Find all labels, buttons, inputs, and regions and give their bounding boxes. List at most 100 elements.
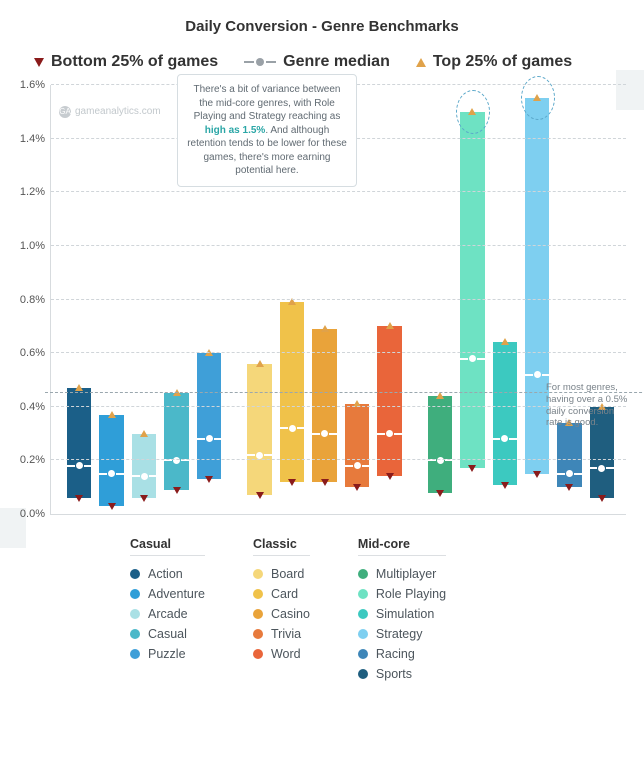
bottom-marker-icon bbox=[173, 487, 181, 494]
median-marker bbox=[588, 465, 616, 472]
legend-item: Puzzle bbox=[130, 644, 205, 664]
chart-plot-area: 0.0%0.2%0.4%0.6%0.8%1.0%1.2%1.4%1.6%For … bbox=[50, 85, 626, 515]
legend-median: Genre median bbox=[244, 53, 390, 71]
median-marker bbox=[162, 457, 190, 464]
bottom-marker-icon bbox=[205, 476, 213, 483]
y-tick-label: 1.6% bbox=[7, 79, 45, 91]
bar-racing bbox=[555, 85, 583, 514]
median-marker bbox=[343, 462, 371, 469]
legend-item-label: Trivia bbox=[271, 627, 301, 641]
top-marker-icon bbox=[386, 322, 394, 329]
legend-item: Word bbox=[253, 644, 310, 664]
legend-item: Strategy bbox=[358, 624, 446, 644]
top-marker-icon bbox=[140, 430, 148, 437]
bar-multiplayer bbox=[426, 85, 454, 514]
legend-column: Casual Action Adventure Arcade Casual Puzzle bbox=[130, 537, 205, 684]
top-marker-icon bbox=[501, 338, 509, 345]
legend-item-label: Casual bbox=[148, 627, 187, 641]
legend-item: Board bbox=[253, 564, 310, 584]
legend-item-label: Racing bbox=[376, 647, 415, 661]
legend-item: Arcade bbox=[130, 604, 205, 624]
bottom-marker-icon bbox=[468, 465, 476, 472]
legend-group-title: Casual bbox=[130, 537, 205, 556]
bottom-marker-icon bbox=[501, 482, 509, 489]
legend-bottom-quartile: Bottom 25% of games bbox=[34, 53, 218, 71]
swatch-icon bbox=[358, 609, 368, 619]
bottom-marker-icon bbox=[565, 484, 573, 491]
swatch-icon bbox=[358, 649, 368, 659]
legend-column: ClassicBoardCardCasinoTriviaWord bbox=[253, 537, 310, 684]
gridline bbox=[51, 459, 626, 460]
legend-group-title: Mid-core bbox=[358, 537, 446, 556]
range-bar bbox=[67, 388, 91, 498]
swatch-icon bbox=[358, 589, 368, 599]
range-bar bbox=[428, 396, 452, 493]
swatch-icon bbox=[358, 669, 368, 679]
swatch-icon bbox=[130, 569, 140, 579]
median-marker bbox=[555, 470, 583, 477]
swatch-icon bbox=[130, 649, 140, 659]
legend-item-label: Role Playing bbox=[376, 587, 446, 601]
range-bar bbox=[493, 342, 517, 484]
bar-group bbox=[426, 85, 616, 514]
range-bar bbox=[377, 326, 401, 476]
median-marker bbox=[458, 355, 486, 362]
bottom-marker-icon bbox=[353, 484, 361, 491]
gridline bbox=[51, 191, 626, 192]
legend-item-label: Card bbox=[271, 587, 298, 601]
triangle-up-icon bbox=[416, 58, 426, 67]
median-marker bbox=[130, 473, 158, 480]
legend-item: Role Playing bbox=[358, 584, 446, 604]
swatch-icon bbox=[130, 589, 140, 599]
bottom-marker-icon bbox=[256, 492, 264, 499]
median-marker bbox=[97, 470, 125, 477]
bottom-marker-icon bbox=[598, 495, 606, 502]
legend-item-label: Action bbox=[148, 567, 183, 581]
top-marker-icon bbox=[321, 325, 329, 332]
bar-strategy bbox=[523, 85, 551, 514]
callout-box: There's a bit of variance between the mi… bbox=[177, 74, 357, 187]
swatch-icon bbox=[253, 629, 263, 639]
median-marker bbox=[278, 425, 306, 432]
legend-item-label: Puzzle bbox=[148, 647, 186, 661]
legend-item: Multiplayer bbox=[358, 564, 446, 584]
bottom-marker-icon bbox=[108, 503, 116, 510]
swatch-icon bbox=[253, 609, 263, 619]
legend-label: Bottom 25% of games bbox=[51, 53, 218, 71]
legend-item-label: Sports bbox=[376, 667, 412, 681]
range-bar bbox=[99, 415, 123, 506]
bottom-marker-icon bbox=[75, 495, 83, 502]
watermark: GAgameanalytics.com bbox=[59, 106, 161, 118]
bar-word bbox=[375, 85, 403, 514]
y-tick-label: 0.8% bbox=[7, 294, 45, 306]
bar-sports bbox=[588, 85, 616, 514]
legend-item: Trivia bbox=[253, 624, 310, 644]
legend-item-label: Board bbox=[271, 567, 304, 581]
bottom-marker-icon bbox=[533, 471, 541, 478]
legend-item: Casual bbox=[130, 624, 205, 644]
median-marker bbox=[65, 462, 93, 469]
legend-item-label: Multiplayer bbox=[376, 567, 436, 581]
range-bar bbox=[460, 112, 484, 469]
swatch-icon bbox=[358, 629, 368, 639]
bottom-legend: CasualActionAdventureArcadeCasualPuzzleC… bbox=[130, 537, 634, 684]
gridline bbox=[51, 245, 626, 246]
top-marker-icon bbox=[75, 384, 83, 391]
median-marker bbox=[491, 435, 519, 442]
legend-top-quartile: Top 25% of games bbox=[416, 53, 572, 71]
legend-item: Racing bbox=[358, 644, 446, 664]
chart-title: Daily Conversion - Genre Benchmarks bbox=[10, 18, 634, 35]
legend-group-title: Classic bbox=[253, 537, 310, 556]
median-marker bbox=[426, 457, 454, 464]
bar-arcade bbox=[130, 85, 158, 514]
bar-role-playing bbox=[458, 85, 486, 514]
swatch-icon bbox=[130, 609, 140, 619]
range-bar bbox=[557, 423, 581, 487]
legend-item: Action bbox=[130, 564, 205, 584]
legend-item: Adventure bbox=[130, 584, 205, 604]
legend-item-label: Adventure bbox=[148, 587, 205, 601]
chart-container: Daily Conversion - Genre Benchmarks Bott… bbox=[0, 0, 644, 708]
median-marker bbox=[195, 435, 223, 442]
bottom-marker-icon bbox=[386, 473, 394, 480]
top-legend: Bottom 25% of games Genre median Top 25%… bbox=[34, 53, 634, 71]
